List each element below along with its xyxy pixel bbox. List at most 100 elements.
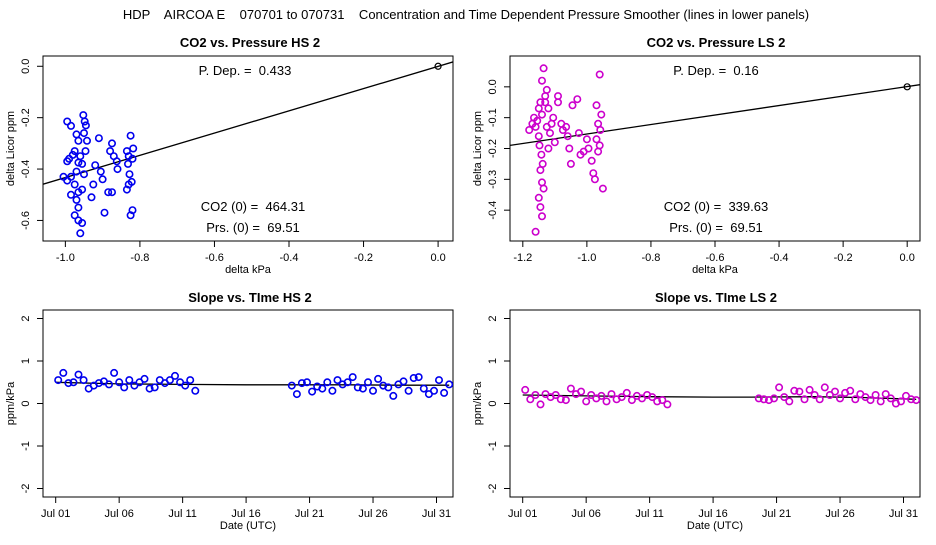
data-point [815, 395, 824, 404]
data-point [536, 166, 545, 175]
data-point [769, 394, 778, 403]
data-point [83, 136, 92, 145]
data-point [74, 203, 83, 212]
data-point [165, 376, 174, 385]
data-point [627, 396, 636, 405]
data-point [113, 165, 122, 174]
data-point [590, 175, 599, 184]
x-axis-label: delta kPa [692, 264, 739, 276]
x-tick-label: -0.2 [834, 252, 853, 264]
data-point [556, 395, 565, 404]
data-point [106, 147, 115, 156]
x-tick-label: -1.0 [56, 252, 75, 264]
data-point [145, 384, 154, 393]
data-point [76, 152, 85, 161]
data-point [573, 95, 582, 104]
data-point [353, 383, 362, 392]
y-tick-label: -1 [487, 441, 499, 451]
data-point [80, 170, 89, 179]
x-tick-label: Jul 11 [168, 508, 197, 520]
data-point [76, 229, 85, 238]
data-point [94, 379, 103, 388]
data-point [871, 390, 880, 399]
y-tick-label: -0.6 [20, 211, 32, 230]
data-point [292, 390, 301, 399]
data-point [128, 154, 137, 163]
data-point [81, 121, 90, 130]
data-point [96, 167, 105, 176]
x-tick-label: Jul 31 [889, 508, 918, 520]
x-tick-label: Jul 21 [295, 508, 324, 520]
pressure-dependence-annotation: P. Dep. = 0.16 [673, 63, 758, 78]
x-tick-label: -0.4 [770, 252, 789, 264]
data-point [602, 397, 611, 406]
data-point [81, 147, 90, 156]
data-point [876, 397, 885, 406]
data-point [115, 378, 124, 387]
x-tick-label: -0.6 [205, 252, 224, 264]
x-tick-label: Jul 16 [698, 508, 727, 520]
data-point [896, 397, 905, 406]
data-point [358, 384, 367, 393]
x-tick-label: Jul 11 [635, 508, 664, 520]
data-point [125, 376, 134, 385]
data-point [551, 390, 560, 399]
data-point [409, 373, 418, 382]
data-point [851, 395, 860, 404]
pressure-intercept-annotation: Prs. (0) = 69.51 [206, 220, 300, 235]
x-tick-label: Jul 26 [358, 508, 387, 520]
data-point [537, 110, 546, 119]
fit-line [43, 61, 453, 185]
data-point [544, 104, 553, 113]
data-point [912, 396, 920, 405]
data-point [617, 393, 626, 402]
y-tick-label: 2 [487, 315, 499, 321]
panel-co2-vs-pressure-ls: CO2 vs. Pressure LS 2 delta kPa delta Li… [472, 35, 921, 276]
panel-slope-vs-time-hs: Slope vs. TIme HS 2 Date (UTC) ppm/kPa J… [5, 290, 454, 532]
data-point [568, 101, 577, 110]
data-point [577, 387, 586, 396]
data-point [535, 141, 544, 150]
data-point [384, 383, 393, 392]
data-point [122, 185, 131, 194]
data-point [70, 147, 79, 156]
data-point [429, 386, 438, 395]
data-point [72, 130, 81, 139]
data-point [68, 150, 77, 159]
data-point [542, 122, 551, 131]
data-point [181, 381, 190, 390]
y-tick-label: 0.0 [487, 79, 499, 94]
data-point [100, 208, 109, 217]
data-point [129, 144, 138, 153]
y-tick-label: -0.2 [20, 108, 32, 127]
x-tick-label: -0.4 [280, 252, 299, 264]
data-point [343, 378, 352, 387]
data-point [537, 76, 546, 85]
data-point [835, 394, 844, 403]
reference-point [434, 62, 442, 70]
data-point [70, 180, 79, 189]
data-point [533, 116, 542, 125]
data-point [91, 161, 100, 170]
data-point [404, 386, 413, 395]
data-point [594, 147, 603, 156]
data-point [297, 379, 306, 388]
y-tick-label: -0.1 [487, 108, 499, 127]
data-point [545, 129, 554, 138]
data-point [810, 390, 819, 399]
data-point [598, 184, 607, 193]
y-tick-label: -0.3 [487, 170, 499, 189]
x-tick-label: Jul 21 [762, 508, 791, 520]
data-point [125, 170, 134, 179]
data-point [186, 376, 195, 385]
data-point [110, 368, 119, 377]
data-layer [510, 64, 920, 236]
data-point [328, 386, 337, 395]
data-point [74, 370, 83, 379]
y-axis-label: ppm/kPa [472, 381, 484, 425]
data-point [565, 144, 574, 153]
data-point [663, 400, 672, 409]
data-point [800, 395, 809, 404]
data-point [574, 129, 583, 138]
data-point [126, 131, 135, 140]
